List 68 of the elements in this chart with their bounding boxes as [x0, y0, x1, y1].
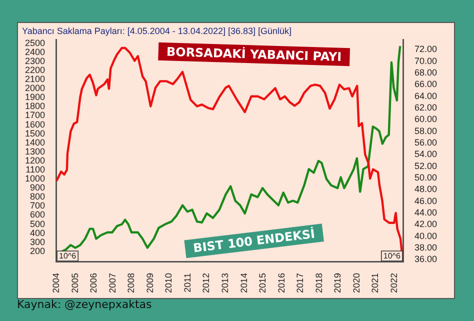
y2-tick-label: 70.00 — [414, 56, 438, 66]
text: Kaynak: @zeynepxaktas — [17, 298, 152, 311]
y2-tick-label: 40.00 — [414, 230, 438, 241]
x-tick-label: 2017 — [295, 272, 306, 294]
y-tick-label: 800 — [30, 192, 46, 202]
x-tick-label: 2011 — [182, 272, 192, 292]
y-tick-label: 1000 — [24, 174, 46, 184]
y-tick-label: 1900 — [24, 92, 46, 102]
x-tick-label: 2022 — [388, 272, 399, 294]
y2-tick-label: 48.00 — [414, 184, 438, 194]
y2-tick-label: 60.00 — [414, 114, 438, 124]
x-tick-label: 2004 — [51, 272, 62, 294]
y-tick-label: 500 — [30, 218, 46, 229]
text: BIST 100 ENDEKSİ — [192, 226, 316, 256]
y-tick-label: 2400 — [24, 46, 46, 57]
y-tick-label: 1100 — [26, 164, 46, 174]
y2-tick-label: 36.00 — [414, 254, 438, 264]
y-tick-label: 2500 — [24, 38, 46, 48]
x-tick-label: 2018 — [314, 272, 324, 294]
y2-tick-label: 46.00 — [414, 196, 438, 206]
x-tick-label: 2005 — [70, 272, 80, 294]
y2-tick-label: 68.00 — [414, 68, 438, 78]
y-tick-label: 1800 — [24, 101, 46, 112]
x-tick-label: 2015 — [258, 272, 268, 294]
x-tick-label: 2014 — [238, 272, 249, 294]
y2-tick-label: 54.00 — [414, 149, 438, 160]
y2-tick-label: 42.00 — [414, 219, 438, 230]
y2-tick-label: 56.00 — [414, 138, 438, 148]
y-tick-label: 2000 — [24, 83, 46, 94]
y-tick-label: 300 — [30, 236, 46, 247]
x-tick-label: 2020 — [351, 272, 362, 294]
x-tick-label: 2010 — [164, 272, 174, 294]
x-tick-label: 2008 — [126, 272, 136, 294]
y-tick-label: 1200 — [24, 155, 46, 166]
x-tick-label: 2009 — [144, 272, 155, 294]
y-tick-label: 2200 — [24, 65, 46, 76]
x-tick-label: 2006 — [88, 272, 99, 294]
y2-tick-label: 52.00 — [414, 160, 438, 171]
series-label: BORSADAKİ YABANCI PAYI — [166, 44, 342, 64]
y-tick-label: 900 — [30, 182, 46, 193]
y2-tick-label: 62.00 — [414, 102, 438, 113]
x-tick-label: 2021 — [370, 272, 380, 294]
y2-tick-label: 72.00 — [414, 44, 438, 54]
x-tick-label: 2012 — [201, 272, 212, 294]
x-tick-label: 2007 — [107, 272, 118, 294]
y-tick-label: 200 — [30, 246, 46, 256]
y-tick-label: 1600 — [24, 119, 46, 130]
y-tick-label: 400 — [30, 228, 46, 238]
y2-tick-label: 44.00 — [414, 207, 438, 218]
x-tick-label: 2013 — [220, 272, 230, 294]
y-tick-label: 1300 — [24, 146, 46, 156]
y-tick-label: 2100 — [24, 74, 46, 84]
chart-title: Yabancı Saklama Payları: [4.05.2004 - 13.04.2022] [36.83] [Günlük] — [22, 26, 292, 36]
y-tick-label: 1700 — [24, 110, 46, 120]
y-tick-label: 1400 — [24, 137, 46, 148]
y2-tick-label: 66.00 — [414, 79, 438, 90]
y2-tick-label: 64.00 — [414, 90, 438, 101]
annotation: 10^6 — [383, 252, 402, 261]
y-tick-label: 1500 — [24, 128, 46, 138]
x-tick-label: 2019 — [332, 272, 343, 294]
y-tick-label: 2300 — [24, 56, 46, 66]
y-tick-label: 700 — [30, 200, 46, 211]
y2-tick-label: 38.00 — [414, 242, 438, 252]
x-tick-label: 2016 — [276, 272, 286, 294]
y-tick-label: 600 — [30, 210, 46, 220]
y2-tick-label: 50.00 — [414, 172, 438, 182]
y2-tick-label: 58.00 — [414, 126, 438, 136]
annotation: 10^6 — [59, 252, 77, 261]
